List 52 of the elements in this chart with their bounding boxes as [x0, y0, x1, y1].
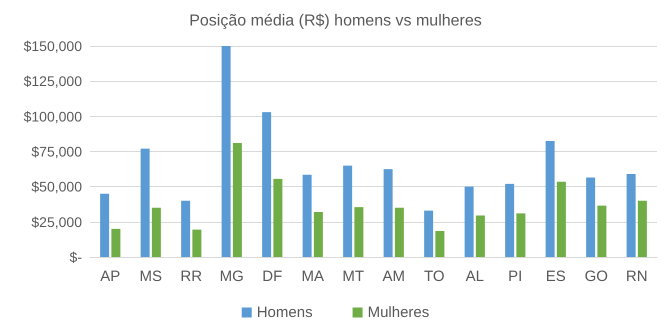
bar: [302, 174, 312, 257]
bar: [343, 166, 352, 257]
bar: [111, 228, 120, 257]
bar: [100, 194, 110, 257]
x-tick-label: MS: [140, 268, 162, 285]
bar: [597, 206, 606, 257]
x-tick-label: PI: [508, 268, 522, 285]
bar: [232, 143, 242, 257]
x-tick-label: GO: [584, 268, 608, 285]
x-tick-label: DF: [262, 268, 282, 285]
bar: [546, 140, 555, 257]
legend-label: Mulheres: [368, 304, 430, 321]
y-tick-label: $-: [70, 249, 82, 265]
legend-label: Homens: [256, 304, 313, 321]
bar: [516, 213, 526, 257]
bar: [152, 208, 161, 257]
bar: [638, 200, 647, 257]
y-tick-label: $125,000: [24, 73, 82, 90]
bar: [354, 207, 364, 257]
x-tick-label: AM: [382, 268, 405, 285]
bar: [314, 212, 323, 257]
x-tick-label: TO: [424, 268, 445, 285]
bar: [181, 200, 190, 257]
bar: [505, 184, 514, 257]
x-tick-label: MG: [220, 268, 244, 285]
bar: [273, 178, 282, 257]
y-tick-label: $25,000: [31, 214, 82, 230]
y-tick-label: $100,000: [24, 108, 82, 124]
y-tick-label: $50,000: [31, 178, 82, 195]
y-tick-label: $75,000: [31, 144, 82, 160]
bar: [424, 210, 434, 257]
bar: [140, 148, 150, 257]
bar: [435, 230, 444, 257]
bar: [464, 186, 474, 257]
bar: [394, 208, 404, 257]
x-tick-label: RR: [180, 268, 202, 285]
y-tick-label: $150,000: [24, 38, 82, 54]
bar: [192, 230, 202, 257]
bar: [556, 182, 566, 257]
bar: [384, 169, 393, 257]
x-tick-label: AL: [466, 268, 484, 285]
bar: [626, 174, 636, 257]
x-tick-label: MA: [302, 268, 324, 285]
x-tick-label: ES: [546, 268, 566, 285]
bar: [586, 178, 596, 257]
bar: [476, 216, 485, 257]
x-tick-label: RN: [626, 268, 648, 285]
bar: [262, 112, 272, 257]
chart-title: Posição média (R$) homens vs mulheres: [189, 12, 482, 30]
bar: [222, 46, 231, 257]
x-tick-label: MT: [342, 268, 364, 285]
x-tick-label: AP: [100, 268, 120, 285]
